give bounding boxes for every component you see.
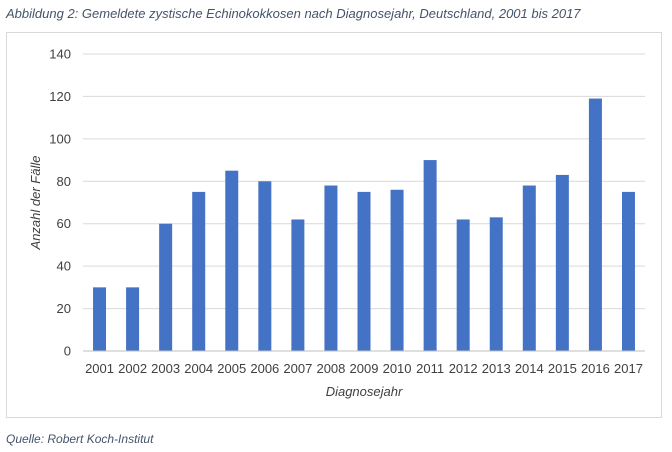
x-tick-label: 2015 [548,361,577,376]
bar-2012 [456,219,470,351]
bar-2010 [390,189,404,351]
bar-2009 [357,191,371,351]
x-tick-label: 2004 [184,361,213,376]
x-tick-label: 2017 [614,361,643,376]
y-tick-label: 100 [49,131,71,146]
bar-2002 [126,287,140,351]
x-tick-label: 2001 [85,361,114,376]
x-tick-label: 2014 [515,361,544,376]
source-note: Quelle: Robert Koch-Institut [6,432,154,446]
bar-2008 [324,185,338,351]
x-tick-label: 2012 [449,361,478,376]
bar-2003 [159,223,173,351]
bar-2017 [621,191,635,351]
figure-caption: Abbildung 2: Gemeldete zystische Echinok… [6,6,581,21]
x-tick-label: 2010 [383,361,412,376]
y-tick-label: 40 [57,259,71,274]
x-tick-label: 2007 [283,361,312,376]
x-axis-title: Diagnosejahr [326,384,403,399]
x-tick-label: 2002 [118,361,147,376]
y-tick-label: 20 [57,301,71,316]
bar-2005 [225,170,239,351]
x-tick-label: 2016 [581,361,610,376]
bar-2007 [291,219,305,351]
y-tick-label: 0 [64,344,71,359]
bars [93,98,635,351]
bar-2001 [93,287,107,351]
y-axis-title: Anzahl der Fälle [28,156,43,251]
x-tick-label: 2006 [250,361,279,376]
bar-2016 [588,98,602,351]
bar-2011 [423,160,437,351]
bar-2014 [522,185,536,351]
y-tick-label: 60 [57,216,71,231]
bar-2015 [555,174,569,351]
x-axis-tick-labels: 2001 2002 2003 2004 2005 2006 2007 2008 2009 2010… [85,361,643,376]
y-tick-label: 120 [49,89,71,104]
bar-2004 [192,191,206,351]
x-tick-label: 2003 [151,361,180,376]
x-tick-label: 2005 [217,361,246,376]
x-tick-label: 2013 [482,361,511,376]
y-tick-label: 140 [49,47,71,62]
y-axis-tick-labels: 0 20 40 60 80 100 120 140 [49,47,71,359]
x-tick-label: 2011 [416,361,444,376]
bar-2013 [489,217,503,351]
bar-2006 [258,181,272,351]
x-tick-label: 2008 [316,361,345,376]
x-tick-label: 2009 [350,361,379,376]
y-tick-label: 80 [57,174,71,189]
